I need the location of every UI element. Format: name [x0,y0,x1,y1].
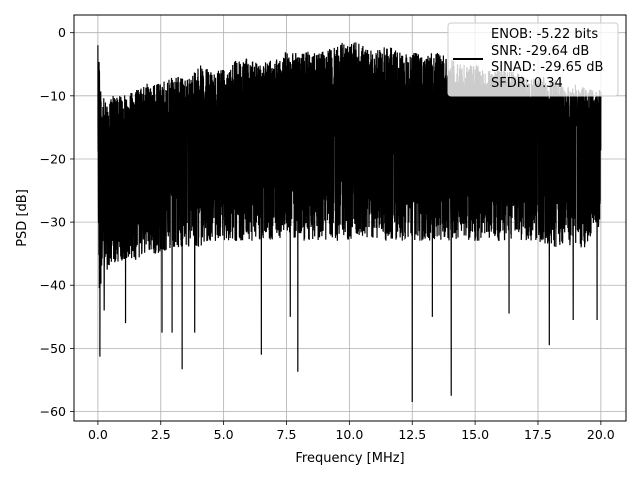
y-tick-label: −10 [40,88,66,103]
legend: ENOB: -5.22 bits SNR: -29.64 dB SINAD: -… [447,22,619,97]
x-tick-label: 0.0 [88,427,108,442]
y-axis: 0 −10 −20 −30 −40 −50 −60 [40,25,74,419]
legend-entry: SNR: -29.64 dB [491,44,589,59]
x-axis-label: Frequency [MHz] [295,451,404,466]
x-tick-label: 7.5 [277,427,297,442]
legend-entry: SFDR: 0.34 [491,76,563,91]
y-tick-label: 0 [58,25,66,40]
x-axis: 0.0 2.5 5.0 7.5 10.0 12.5 15.0 17.5 20.0 [88,421,615,442]
y-tick-label: −50 [40,341,66,356]
y-tick-label: −20 [40,151,66,166]
y-tick-label: −40 [40,278,66,293]
x-tick-label: 12.5 [398,427,426,442]
psd-series [97,42,602,403]
x-tick-label: 5.0 [214,427,234,442]
x-tick-label: 15.0 [461,427,489,442]
legend-entry: SINAD: -29.65 dB [491,60,603,75]
y-tick-label: −30 [40,215,66,230]
x-tick-label: 2.5 [151,427,171,442]
y-tick-label: −60 [40,404,66,419]
legend-box [447,22,619,97]
x-tick-label: 20.0 [587,427,615,442]
plot-frame [73,14,627,422]
psd-line [97,42,602,403]
x-tick-label: 10.0 [335,427,363,442]
legend-entry: ENOB: -5.22 bits [491,27,598,42]
x-tick-label: 17.5 [524,427,552,442]
y-axis-label: PSD [dB] [15,189,30,247]
